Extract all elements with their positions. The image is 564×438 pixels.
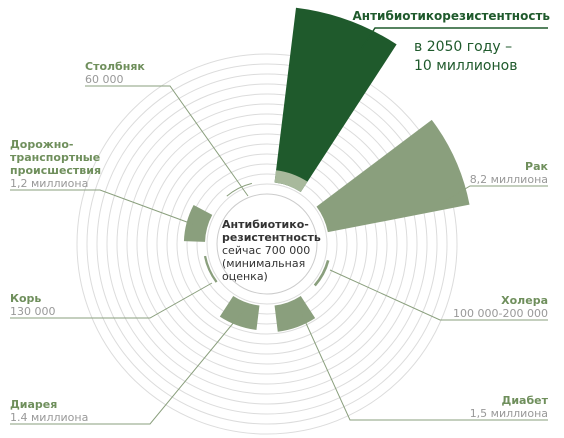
leader-line	[85, 85, 249, 197]
category-label: Корь	[10, 292, 42, 305]
grid-circle	[96, 73, 438, 415]
grid-circle	[186, 163, 348, 325]
value-label: 1,2 миллиона	[10, 177, 89, 190]
category-label-group: Дорожно-транспортные происшествия 1,2 мил…	[10, 138, 110, 190]
value-label: 100 000-200 000	[453, 307, 548, 320]
category-label: Столбняк	[85, 60, 145, 73]
center-label: Антибиотико-резистентность сейчас 700 000…	[222, 218, 332, 283]
grid-circle	[166, 143, 368, 345]
grid-circle	[86, 63, 448, 425]
value-label: 8,2 миллиона	[469, 173, 548, 186]
category-label-group: Столбняк 60 000	[85, 60, 145, 86]
leader-line	[299, 309, 548, 421]
wedge	[313, 260, 330, 287]
wedge	[274, 7, 397, 193]
leader-line	[329, 269, 548, 321]
category-label: Диабет	[501, 394, 548, 407]
grid-circle	[136, 113, 398, 375]
wedge	[203, 255, 218, 283]
value-label: 130 000	[10, 305, 56, 318]
value-label: 1,5 миллиона	[469, 407, 548, 420]
value-label: в 2050 году – 10 миллионов	[414, 39, 518, 74]
center-title: Антибиотико-	[222, 218, 309, 231]
grid-circle	[176, 153, 358, 335]
leader-line	[361, 27, 548, 49]
leader-line	[10, 282, 213, 319]
wedge	[183, 204, 213, 242]
category-label-group: Холера 100 000-200 000	[453, 294, 548, 320]
category-label: Рак	[525, 160, 548, 173]
wedge	[226, 182, 253, 197]
grid-circle	[206, 183, 328, 305]
grid-circle	[116, 93, 418, 395]
category-label-group: Диабет 1,5 миллиона	[470, 394, 548, 420]
grid-circle	[196, 173, 338, 315]
category-label-group: Корь 130 000	[10, 292, 56, 318]
category-label-group: Диарея 1.4 миллиона	[10, 398, 88, 424]
category-label: Холера	[501, 294, 548, 307]
center-text: сейчас 700 000	[222, 244, 311, 257]
category-label-group: Рак 8,2 миллиона	[470, 160, 548, 186]
value-label: 60 000	[85, 73, 124, 86]
current-wedge	[274, 170, 308, 193]
wedge	[274, 295, 316, 332]
center-text: оценка)	[222, 270, 268, 283]
grid-circle	[156, 133, 378, 355]
value-label: 1.4 миллиона	[10, 411, 89, 424]
grid-circle	[126, 103, 408, 385]
category-label-group: Антибиотикорезистентность	[353, 10, 550, 23]
grid-circle	[106, 83, 428, 405]
center-title: резистентность	[222, 231, 321, 244]
leader-line	[439, 185, 548, 205]
wedge	[219, 295, 260, 330]
leader-line	[10, 309, 245, 425]
category-label: Антибиотикорезистентность	[352, 9, 550, 23]
category-label: Дорожно-транспортные происшествия	[10, 138, 102, 177]
grid-circle	[146, 123, 388, 365]
grid-circle	[76, 53, 458, 435]
center-circle	[216, 193, 318, 295]
leader-line	[10, 189, 196, 226]
category-label: Диарея	[10, 398, 58, 411]
wedge	[316, 119, 470, 233]
center-text: (минимальная	[222, 257, 306, 270]
